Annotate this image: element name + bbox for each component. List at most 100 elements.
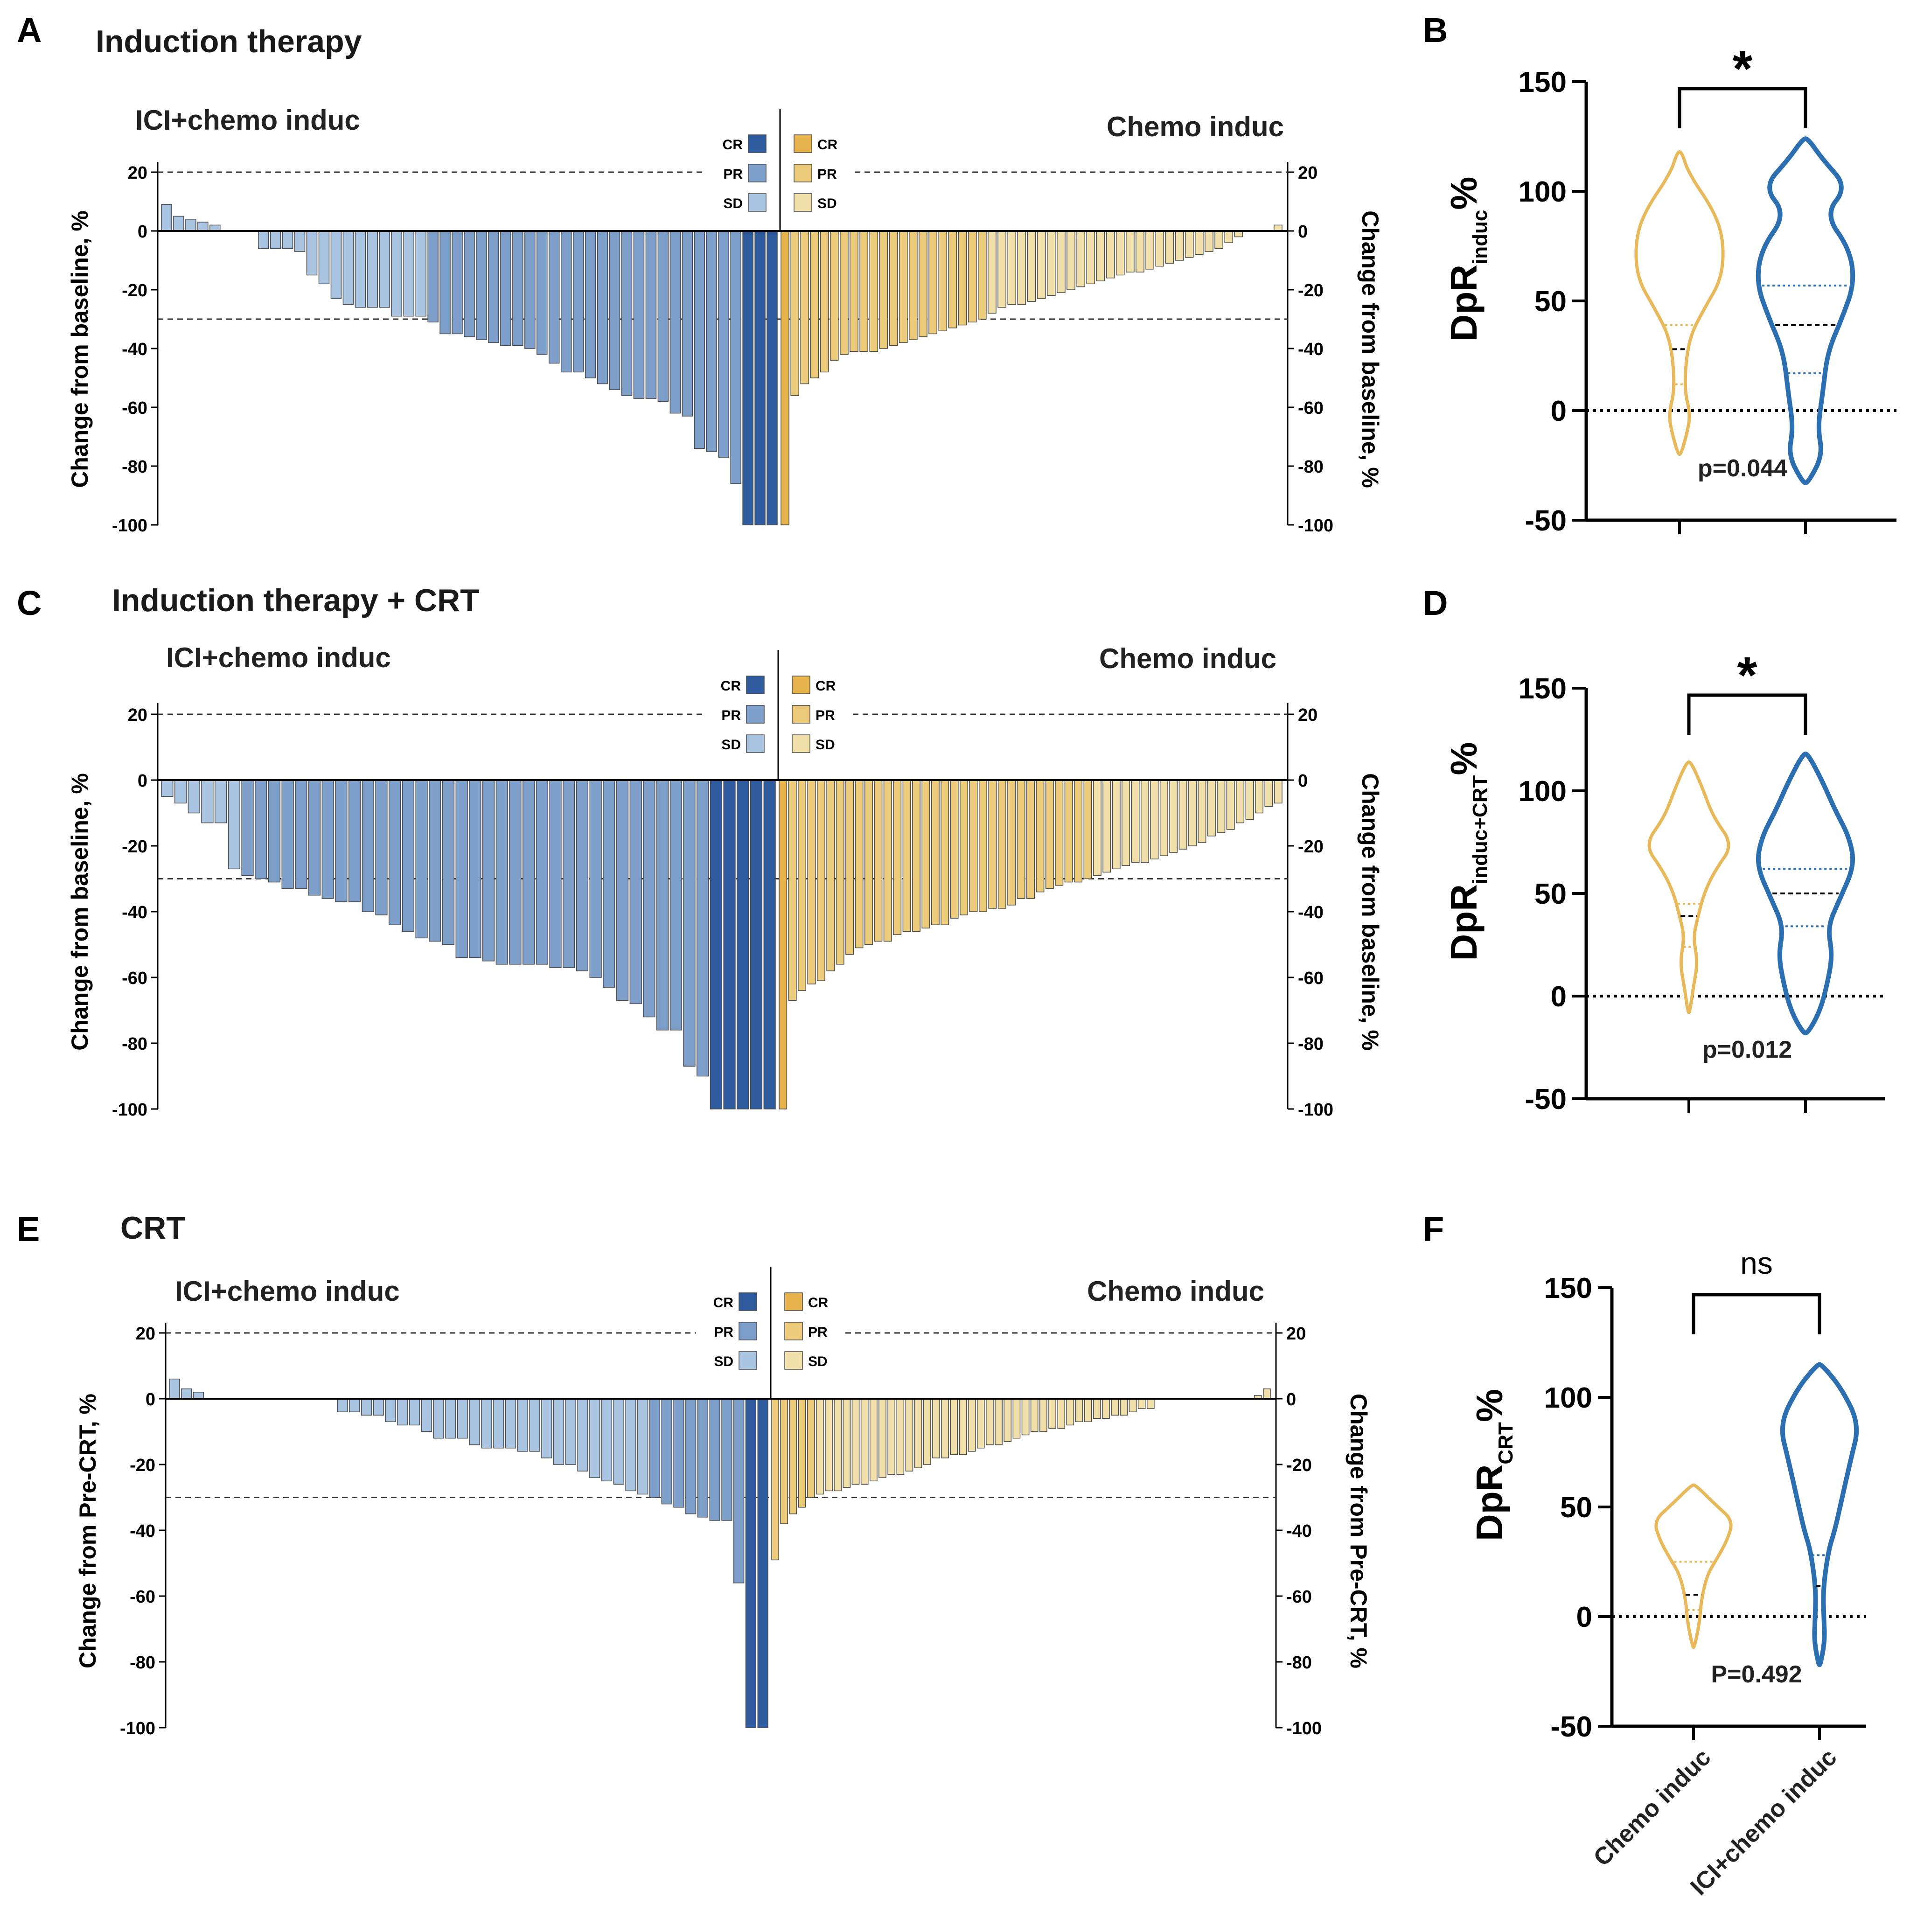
significance-bracket — [1678, 87, 1807, 128]
bar-ici-sd — [282, 230, 293, 249]
panel-letter: B — [1423, 11, 1448, 49]
legend-left-label: CR — [721, 678, 741, 694]
legend-right-label: SD — [817, 196, 837, 211]
bar-ici-pr — [455, 780, 468, 958]
legend-swatch-yellow-sd — [784, 1351, 803, 1370]
left-tick-label: 0 — [138, 222, 147, 242]
bar-chemo-pr — [859, 230, 868, 352]
panel-letter: C — [17, 584, 42, 622]
violin-chemo-induc — [1654, 1483, 1733, 1649]
legend-right-label: PR — [816, 708, 835, 723]
bar-chemo-sd — [1086, 230, 1095, 285]
bar-chemo-sd — [870, 1398, 878, 1481]
legend-left-label: SD — [721, 737, 741, 753]
legend-left-label: CR — [723, 137, 743, 153]
violin-tick-label: 150 — [1519, 66, 1567, 98]
bar-chemo-pr — [780, 1398, 788, 1524]
legend-right-label: PR — [808, 1325, 828, 1340]
ylabel-subscript: induc — [1469, 210, 1492, 265]
violin-ici-chemo-induc — [1780, 1362, 1859, 1667]
bar-chemo-pr — [931, 780, 940, 925]
bar-chemo-sd — [1185, 230, 1194, 258]
bar-chemo-sd — [1076, 230, 1086, 287]
bar-ici-sd — [601, 1398, 613, 1481]
violin-tick-label: -50 — [1525, 1083, 1567, 1116]
bar-chemo-pr — [820, 230, 829, 373]
bar-ici-pr — [482, 780, 495, 962]
bar-chemo-sd — [1226, 780, 1235, 830]
bar-ici-sd — [361, 1398, 372, 1416]
bar-ici-pr — [476, 230, 487, 340]
violin-tick-label: 100 — [1519, 775, 1567, 808]
left-tick-label: 0 — [138, 771, 147, 791]
bar-chemo-sd — [1027, 230, 1036, 302]
bar-ici-pr — [661, 1398, 672, 1505]
left-tick-label: -40 — [122, 340, 147, 359]
bar-chemo-pr — [909, 230, 918, 340]
right-y-axis-label: Change from baseline, % — [1357, 210, 1383, 488]
bar-chemo-pr — [902, 780, 911, 932]
right-tick-label: -20 — [1298, 281, 1324, 300]
violin-ici-chemo-induc — [1756, 136, 1855, 486]
bar-ici-pr — [512, 230, 523, 346]
bar-ici-pr — [585, 230, 596, 378]
bar-chemo-pr — [771, 1398, 779, 1561]
legend-left-label: SD — [714, 1354, 733, 1369]
violin-ici-chemo-induc — [1756, 751, 1855, 1036]
bar-chemo-sd — [878, 1398, 886, 1478]
bar-chemo-sd — [1037, 230, 1046, 299]
bar-ici-sd — [373, 1398, 384, 1416]
bar-chemo-pr — [830, 230, 839, 361]
bar-chemo-pr — [840, 230, 849, 355]
bar-ici-sd — [201, 780, 214, 823]
bar-ici-pr — [281, 780, 294, 889]
bar-ici-sd — [306, 230, 318, 276]
left-tick-label: -20 — [122, 837, 147, 857]
bar-chemo-sd — [1263, 1388, 1271, 1399]
bar-chemo-pr — [850, 230, 858, 352]
bar-ici-sd — [505, 1398, 516, 1449]
bar-chemo-sd — [1106, 230, 1115, 279]
left-tick-label: 20 — [136, 1324, 155, 1344]
bar-chemo-pr — [941, 780, 949, 925]
legend-swatch-blue-pr — [748, 164, 767, 182]
left-tick-label: -40 — [130, 1521, 155, 1541]
bar-chemo-sd — [1122, 780, 1130, 866]
bar-chemo-sd — [1126, 230, 1135, 272]
bar-ici-pr — [415, 780, 428, 939]
right-tick-label: -80 — [1298, 457, 1324, 477]
legend-swatch-yellow-sd — [792, 734, 810, 753]
waterfall-panel-a: A Induction therapy ICI+chemo induc Chemo i… — [17, 11, 1383, 536]
bar-chemo-sd — [1057, 1398, 1066, 1429]
bar-ici-pr — [488, 230, 499, 343]
bar-chemo-sd — [1115, 230, 1125, 276]
left-tick-label: -20 — [130, 1456, 155, 1475]
bar-ici-pr — [589, 780, 602, 978]
right-tick-label: -60 — [1286, 1587, 1312, 1607]
left-y-axis-label: Change from Pre-CRT, % — [75, 1394, 101, 1668]
bar-chemo-pr — [988, 780, 997, 909]
bar-ici-pr — [633, 230, 645, 399]
bar-chemo-pr — [938, 230, 948, 331]
bar-ici-sd — [161, 204, 172, 231]
legend-left-label: CR — [713, 1295, 734, 1311]
legend-swatch-blue-cr — [746, 676, 765, 694]
legend-left-label: PR — [721, 708, 741, 723]
violin-tick-label: 50 — [1534, 286, 1567, 318]
bar-ici-sd — [188, 780, 200, 814]
right-tick-label: 0 — [1286, 1390, 1296, 1409]
bar-chemo-pr — [1064, 780, 1073, 883]
bar-ici-sd — [421, 1398, 432, 1432]
bar-chemo-sd — [1141, 780, 1149, 863]
legend-swatch-yellow-pr — [792, 705, 810, 724]
right-tick-label: 20 — [1286, 1324, 1306, 1344]
bar-chemo-sd — [896, 1398, 905, 1475]
bar-ici-sd — [481, 1398, 492, 1449]
bar-ici-pr — [649, 1398, 661, 1498]
bar-chemo-pr — [912, 780, 920, 932]
bar-ici-sd — [403, 230, 414, 317]
violin-tick-label: 150 — [1544, 1272, 1592, 1304]
panel-letter: D — [1423, 584, 1448, 622]
bar-chemo-sd — [1198, 780, 1206, 843]
left-tick-label: 0 — [146, 1390, 155, 1409]
